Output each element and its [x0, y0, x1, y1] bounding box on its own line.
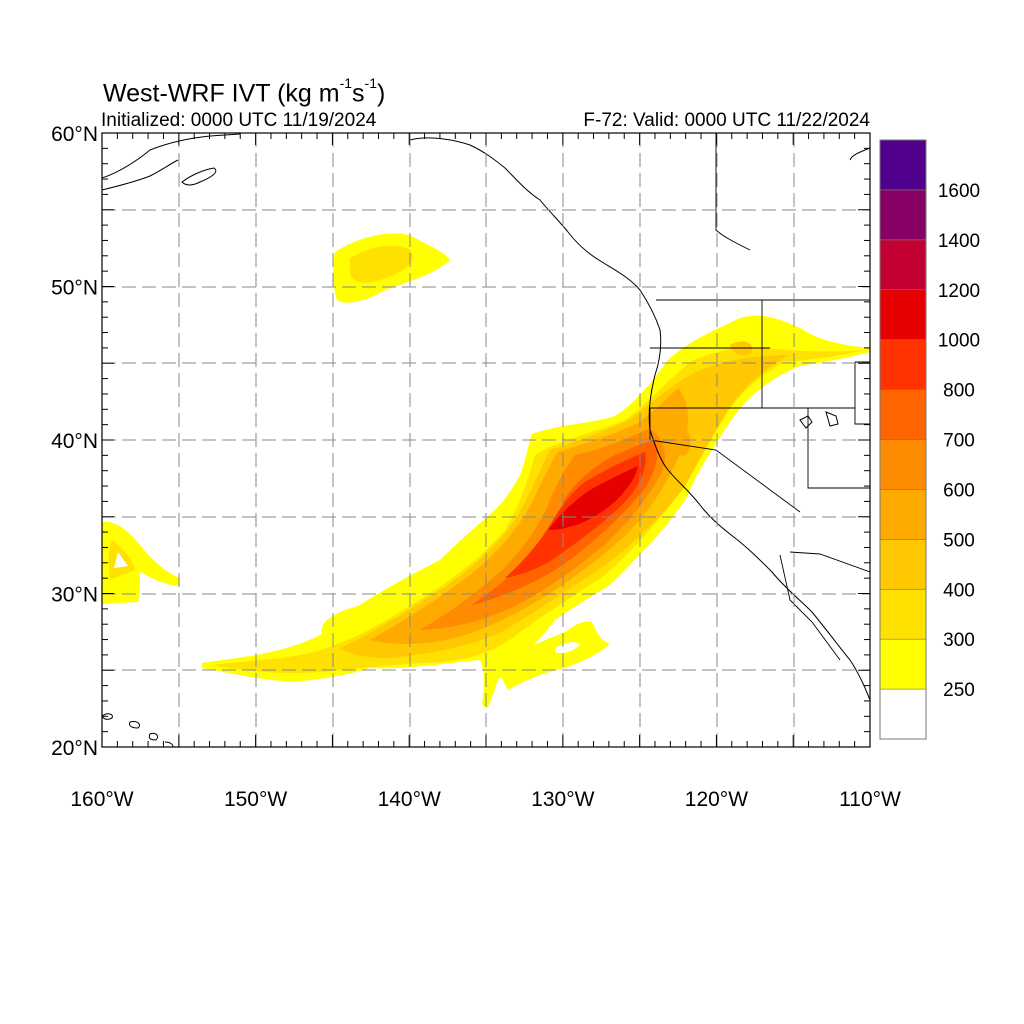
colorbar-label: 400	[943, 580, 975, 601]
lat-tick-label: 20°N	[51, 737, 98, 760]
lon-tick-labels: 160°W 150°W 140°W 130°W 120°W 110°W	[70, 788, 901, 811]
colorbar-label: 500	[943, 530, 975, 551]
ivt-colorbar: 250 300 400 500 600 700 800 1000 1200 1400 1600	[879, 139, 980, 740]
colorbar-segment	[879, 588, 927, 640]
colorbar-segment	[879, 189, 927, 241]
colorbar-label: 250	[943, 680, 975, 701]
colorbar-segment	[879, 688, 927, 740]
ivt-blob-west	[102, 521, 180, 604]
init-time-label: Initialized: 0000 UTC 11/19/2024	[101, 110, 377, 131]
colorbar-label: 1400	[938, 231, 980, 252]
colorbar-label: 1000	[938, 331, 980, 352]
colorbar-segment	[879, 139, 927, 191]
colorbar-label: 800	[943, 381, 975, 402]
colorbar-segment	[879, 539, 927, 590]
lat-tick-labels: 20°N 30°N 40°N 50°N 60°N	[51, 123, 98, 760]
colorbar-label: 300	[943, 630, 975, 651]
lat-tick-label: 30°N	[51, 584, 98, 607]
valid-time-label: F-72: Valid: 0000 UTC 11/22/2024	[583, 110, 870, 131]
map-grid	[102, 133, 870, 747]
colorbar-label: 1200	[938, 281, 980, 302]
lat-tick-label: 40°N	[51, 430, 98, 453]
lat-tick-label: 50°N	[51, 277, 98, 300]
coastlines	[102, 133, 870, 747]
colorbar-frame	[879, 139, 927, 740]
lon-tick-label: 140°W	[378, 788, 441, 811]
lon-tick-label: 110°W	[839, 788, 901, 811]
colorbar-label: 1600	[938, 181, 980, 202]
lon-tick-label: 120°W	[685, 788, 748, 811]
political-boundaries	[649, 133, 870, 661]
colorbar-segment	[879, 439, 927, 490]
colorbar-label: 700	[943, 431, 975, 452]
lon-tick-label: 150°W	[224, 788, 287, 811]
colorbar-segment	[879, 339, 927, 390]
lat-tick-label: 60°N	[51, 123, 98, 146]
colorbar-segment	[879, 389, 927, 440]
colorbar-segment	[879, 289, 927, 340]
colorbar-segment	[879, 489, 927, 540]
lon-tick-label: 130°W	[531, 788, 594, 811]
lon-tick-label: 160°W	[70, 788, 133, 811]
axis-ticks	[101, 132, 871, 748]
ivt-field	[102, 233, 870, 708]
colorbar-label: 600	[943, 480, 975, 501]
ivt-lobe-south	[495, 621, 610, 690]
colorbar-segment	[879, 239, 927, 291]
map-title: West-WRF IVT (kg m-1s-1)	[103, 75, 386, 108]
colorbar-segment	[879, 638, 927, 690]
